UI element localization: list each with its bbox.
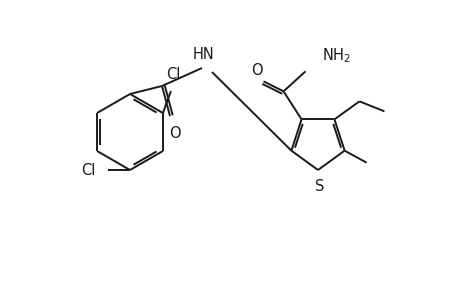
Text: HN: HN xyxy=(193,47,214,62)
Text: S: S xyxy=(314,179,324,194)
Text: Cl: Cl xyxy=(81,163,96,178)
Text: O: O xyxy=(169,126,180,141)
Text: Cl: Cl xyxy=(165,67,180,82)
Text: NH$_2$: NH$_2$ xyxy=(321,46,350,65)
Text: O: O xyxy=(250,63,262,78)
